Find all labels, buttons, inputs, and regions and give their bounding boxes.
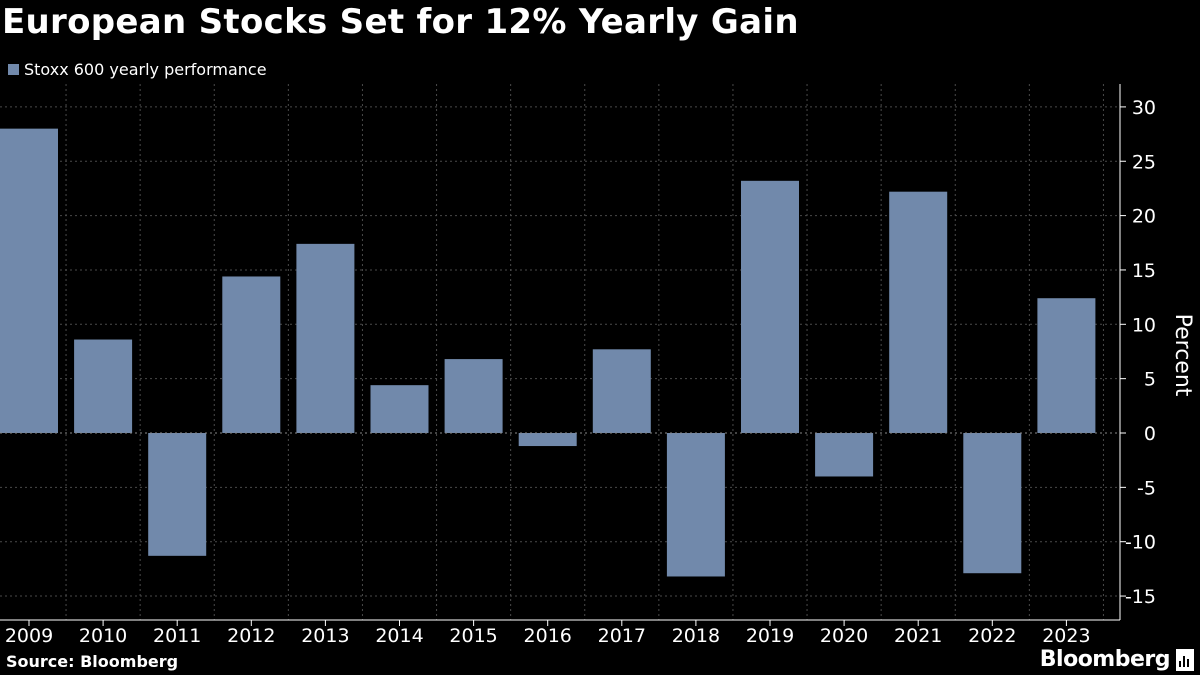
x-tick-label: 2023 [1042, 625, 1090, 647]
x-tick-label: 2011 [153, 625, 201, 647]
legend-label: Stoxx 600 yearly performance [24, 60, 267, 79]
y-tick-label: 10 [1132, 314, 1156, 336]
bar [444, 359, 503, 433]
y-tick-label: 20 [1132, 206, 1156, 228]
x-tick-label: 2014 [375, 625, 423, 647]
bar [666, 433, 725, 577]
y-tick-label: -15 [1125, 586, 1156, 608]
bar [518, 433, 577, 447]
x-tick-label: 2010 [79, 625, 127, 647]
bar [592, 349, 651, 433]
bar [1037, 298, 1096, 433]
x-tick-label: 2016 [524, 625, 572, 647]
y-tick-label: 15 [1132, 260, 1156, 282]
x-tick-label: 2015 [449, 625, 497, 647]
bloomberg-logo-icon [1176, 648, 1194, 671]
chart-title: European Stocks Set for 12% Yearly Gain [2, 2, 799, 42]
x-tick-label: 2018 [672, 625, 720, 647]
bar [296, 243, 355, 433]
y-axis-title: Percent [1170, 314, 1195, 397]
x-tick-label: 2009 [5, 625, 53, 647]
y-tick-label: 5 [1144, 369, 1156, 391]
source-note: Source: Bloomberg [6, 652, 179, 671]
bar [74, 339, 133, 433]
bar [0, 128, 58, 433]
bar [815, 433, 874, 477]
x-tick-label: 2013 [301, 625, 349, 647]
x-tick-label: 2019 [746, 625, 794, 647]
legend-swatch [8, 64, 19, 75]
bar [370, 385, 429, 433]
bar [222, 276, 281, 433]
y-tick-label: 25 [1132, 151, 1156, 173]
x-tick-label: 2012 [227, 625, 275, 647]
bar [963, 433, 1022, 574]
legend: Stoxx 600 yearly performance [8, 60, 267, 79]
y-tick-label: 30 [1132, 97, 1156, 119]
y-tick-label: -5 [1137, 477, 1156, 499]
bar [889, 191, 948, 433]
x-tick-label: 2022 [968, 625, 1016, 647]
brand-name: Bloomberg [1039, 647, 1171, 672]
x-tick-label: 2017 [598, 625, 646, 647]
bar [148, 433, 207, 556]
brand: Bloomberg [1040, 647, 1194, 672]
x-tick-label: 2020 [820, 625, 868, 647]
bar [741, 180, 799, 433]
y-tick-label: -10 [1125, 532, 1156, 554]
y-tick-label: 0 [1144, 423, 1156, 445]
x-tick-label: 2021 [894, 625, 942, 647]
